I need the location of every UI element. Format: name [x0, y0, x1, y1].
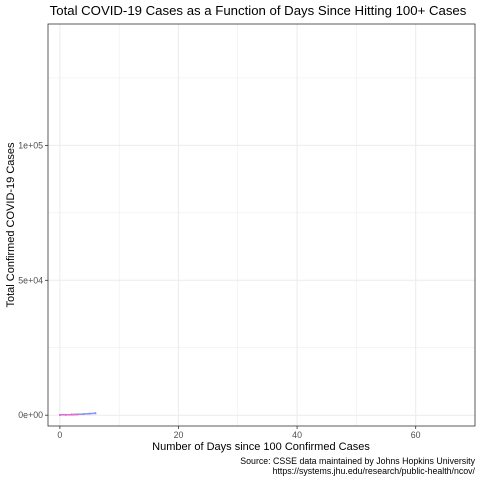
y-axis-label: Total Confirmed COVID-19 Cases: [5, 142, 17, 308]
caption-line-1: Source: CSSE data maintained by Johns Ho…: [240, 456, 475, 466]
grid-major: [48, 24, 475, 426]
series-point: [58, 414, 61, 416]
x-axis-label: Number of Days since 100 Confirmed Cases: [152, 441, 370, 453]
x-tick-label: 60: [411, 430, 421, 440]
y-tick-label: 1e+05: [18, 140, 43, 150]
caption-line-2: https://systems.jhu.edu/research/public-…: [273, 466, 476, 476]
plot-border: [47, 23, 476, 427]
series-point: [82, 413, 85, 416]
chart-title: Total COVID-19 Cases as a Function of Da…: [50, 3, 467, 18]
y-tick-label: 5e+04: [18, 275, 43, 285]
series-point: [76, 413, 79, 416]
series-point: [70, 413, 73, 416]
plot-panel: [47, 23, 476, 427]
x-tick-label: 0: [57, 430, 62, 440]
plot-background: [48, 24, 475, 426]
x-axis: 0 20 40 60: [57, 426, 421, 440]
x-tick-label: 40: [292, 430, 302, 440]
x-tick-label: 20: [174, 430, 184, 440]
series-layer: [58, 412, 97, 416]
y-axis: 0e+00 5e+04 1e+05: [18, 140, 48, 420]
series-point: [94, 412, 97, 415]
y-tick-label: 0e+00: [18, 410, 43, 420]
series-point: [64, 413, 67, 416]
series-point: [88, 412, 91, 415]
